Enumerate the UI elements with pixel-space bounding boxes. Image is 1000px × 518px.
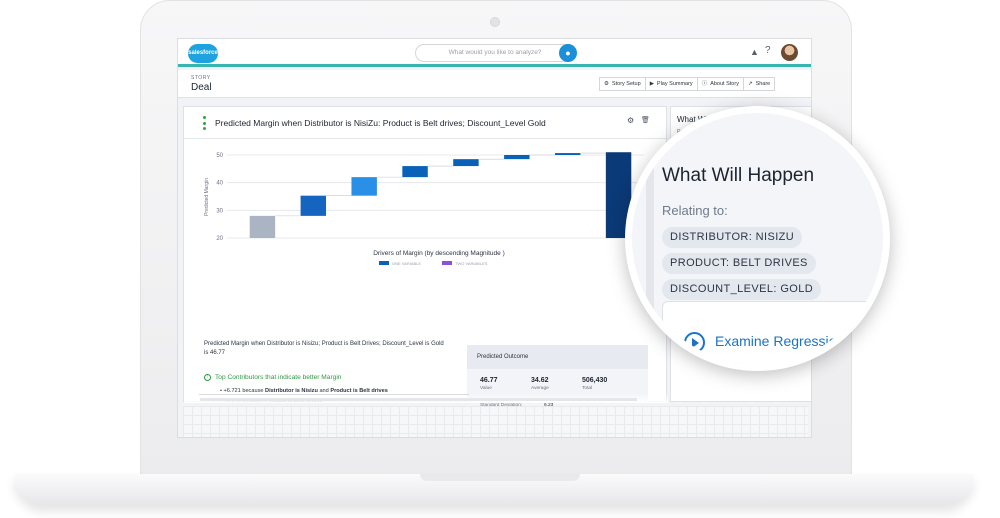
info-icon: ⓘ — [701, 81, 708, 87]
play-summary-button[interactable]: ▶ Play Summary — [645, 77, 698, 91]
canvas-grid — [183, 406, 808, 437]
story-setup-button[interactable]: ⚙ Story Setup — [599, 77, 646, 91]
scrollbar-strip — [200, 398, 637, 401]
waterfall-bar — [402, 166, 428, 178]
waterfall-chart: 20 30 40 50 Predicted Margin Drivers of Margi… — [204, 152, 644, 266]
story-title: Deal — [191, 82, 212, 93]
waterfall-bar — [504, 155, 530, 160]
top-bar: salesforce What would you like to analyz… — [178, 39, 811, 67]
salesforce-logo[interactable]: salesforce — [188, 44, 218, 63]
camera-dot — [490, 17, 500, 27]
magnifier-callout: What Will Happen Relating to: DISTRIBUTO… — [625, 106, 890, 371]
play-circle-icon[interactable] — [684, 332, 705, 353]
std-deviation-value: 6.23 — [544, 403, 553, 408]
y-tick-label: 40 — [216, 181, 223, 187]
waterfall-bar — [554, 153, 581, 155]
examine-regression-link[interactable]: Examine Regression — [715, 333, 845, 349]
prediction-card: Predicted Margin when Distributor is Nis… — [183, 106, 668, 434]
laptop-notch — [420, 474, 580, 481]
outcome-heading: Predicted Outcome — [467, 345, 648, 369]
contributor-factor: Distributor is Nisizu — [265, 388, 318, 394]
story-bar: STORY Deal ⚙ Story Setup ▶ Play Summary ⓘ A… — [178, 70, 811, 98]
help-icon[interactable]: ? — [765, 45, 771, 56]
legend-swatch — [442, 261, 452, 265]
bell-icon[interactable]: ▲ — [750, 47, 759, 57]
outcome-total-label: Total — [582, 386, 593, 391]
y-tick-label: 50 — [216, 153, 223, 159]
outcome-value-label: Value — [480, 386, 492, 391]
contributors-heading: ↑ Top Contributors that indicate better … — [204, 374, 341, 381]
distributor-pill[interactable]: DISTRIBUTOR: NISIZU — [662, 227, 803, 248]
avatar[interactable] — [781, 44, 798, 61]
arrow-up-circle-icon: ↑ — [204, 374, 211, 381]
discount-level-pill[interactable]: DISCOUNT_LEVEL: GOLD — [662, 279, 822, 300]
relating-to-label: Relating to: — [662, 203, 728, 218]
y-axis-label: Predicted Margin — [204, 178, 210, 216]
share-icon: ↗ — [747, 81, 753, 87]
contributor-prefix: • +6.721 because — [220, 388, 266, 394]
panel-gutter — [646, 113, 654, 364]
story-toolbar: ⚙ Story Setup ▶ Play Summary ⓘ About Story … — [599, 77, 776, 91]
outcome-value: 46.77 — [480, 377, 498, 384]
drag-handle-icon[interactable] — [203, 116, 206, 130]
legend-label: ONE VARIABLE — [392, 261, 421, 266]
card-header: Predicted Margin when Distributor is Nis… — [184, 107, 668, 139]
outcome-average: 34.62 — [531, 377, 549, 384]
microphone-icon[interactable]: ● — [559, 44, 577, 62]
contributor-factor: Product is Belt drives — [330, 388, 388, 394]
story-label: STORY — [191, 75, 211, 81]
y-tick-label: 30 — [216, 208, 223, 214]
outcome-average-label: Average — [531, 386, 549, 391]
outcome-total: 506,430 — [582, 377, 608, 384]
product-pill[interactable]: PRODUCT: BELT DRIVES — [662, 253, 816, 274]
gear-icon[interactable]: ⚙ — [627, 116, 635, 125]
x-axis-label: Drivers of Margin (by descending Magnitu… — [373, 250, 505, 257]
search-input[interactable]: What would you like to analyze? — [415, 44, 575, 62]
magnified-title: What Will Happen — [662, 165, 815, 186]
waterfall-bar — [453, 159, 479, 167]
predicted-margin-text: Predicted Margin when Distributor is Nis… — [204, 341, 444, 356]
share-button[interactable]: ↗ Share — [743, 77, 776, 91]
contributor-item: • +6.721 because Distributor is Nisizu a… — [220, 386, 397, 396]
trash-icon[interactable]: 🗑 — [641, 116, 650, 124]
std-deviation-label: Standard Deviation: — [480, 403, 522, 408]
contributor-joiner: and — [317, 388, 331, 394]
legend-label: TWO VARIABLES — [455, 261, 488, 266]
waterfall-bar — [300, 195, 327, 216]
about-story-button[interactable]: ⓘ About Story — [697, 77, 744, 91]
waterfall-bar — [249, 215, 276, 238]
legend-swatch — [379, 261, 389, 265]
gear-icon: ⚙ — [604, 81, 609, 87]
waterfall-bar — [351, 177, 377, 196]
card-title: Predicted Margin when Distributor is Nis… — [215, 118, 546, 128]
play-icon: ▶ — [649, 81, 654, 87]
y-tick-label: 20 — [216, 236, 223, 242]
card-divider — [199, 394, 469, 395]
